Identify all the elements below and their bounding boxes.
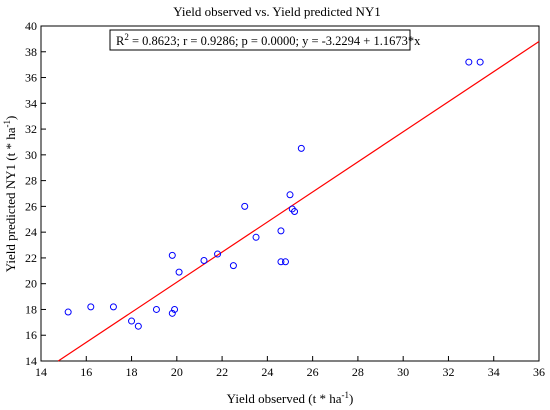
- y-tick-label: 36: [25, 71, 37, 85]
- data-point: [277, 258, 285, 266]
- x-tick-label: 28: [352, 365, 364, 379]
- y-tick-label: 20: [25, 277, 37, 291]
- y-tick-label: 40: [25, 19, 37, 33]
- data-point: [200, 257, 208, 264]
- data-point: [214, 250, 222, 258]
- y-tick-label: 18: [25, 302, 37, 316]
- data-point: [297, 144, 305, 152]
- x-tick-label: 20: [171, 365, 183, 379]
- x-tick-label: 26: [307, 365, 319, 379]
- x-tick-label: 34: [488, 365, 500, 379]
- y-axis-label-sup: -1: [2, 120, 12, 128]
- data-point: [286, 191, 294, 199]
- data-point: [476, 58, 484, 66]
- plot-area: [40, 25, 540, 362]
- data-point: [281, 258, 289, 266]
- x-tick-label: 24: [261, 365, 273, 379]
- y-tick-label: 16: [25, 328, 37, 342]
- r2-prefix: R: [116, 34, 125, 48]
- data-point: [87, 303, 95, 311]
- data-point: [168, 251, 176, 259]
- y-tick-label: 30: [25, 148, 37, 162]
- stats-annotation-text: R2 = 0.8623; r = 0.9286; p = 0.0000; y =…: [116, 32, 421, 48]
- y-axis-label: Yield predicted NY1 (t * ha-1): [2, 116, 18, 273]
- data-point: [175, 268, 183, 276]
- y-tick-label: 26: [25, 199, 37, 213]
- x-tick-label: 30: [397, 365, 409, 379]
- x-tick-label: 32: [442, 365, 454, 379]
- y-tick-label: 34: [25, 96, 37, 110]
- stats-annotation-box: [109, 29, 411, 51]
- y-tick-label: 14: [25, 354, 37, 368]
- data-point: [277, 227, 285, 235]
- x-tick-label: 14: [35, 365, 47, 379]
- data-point: [152, 305, 160, 313]
- x-axis-label-sup: -1: [341, 390, 349, 400]
- x-axis-label-end: ): [349, 391, 353, 406]
- data-point: [64, 308, 72, 316]
- data-point: [128, 317, 136, 325]
- stats-annotation: R2 = 0.8623; r = 0.9286; p = 0.0000; y =…: [109, 29, 421, 51]
- data-point: [109, 303, 117, 311]
- x-tick-label: 16: [80, 365, 92, 379]
- y-tick-label: 28: [25, 174, 37, 188]
- data-point: [291, 208, 299, 216]
- data-point: [465, 58, 473, 66]
- data-point: [241, 202, 249, 210]
- x-tick-label: 36: [533, 365, 545, 379]
- data-point: [171, 305, 179, 313]
- regression-line: [57, 41, 540, 362]
- x-tick-label: 18: [126, 365, 138, 379]
- data-points: [64, 58, 484, 330]
- y-tick-label: 32: [25, 122, 37, 136]
- x-tick-label: 22: [216, 365, 228, 379]
- x-axis-label-main: Yield observed (t * ha: [227, 391, 342, 406]
- stats-rest: = 0.8623; r = 0.9286; p = 0.0000; y = -3…: [129, 34, 421, 48]
- fit-line-layer: [57, 41, 540, 362]
- r2-superscript: 2: [124, 32, 129, 42]
- data-point: [229, 262, 237, 270]
- y-tick-label: 24: [25, 225, 37, 239]
- chart-title: Yield observed vs. Yield predicted NY1: [173, 4, 380, 19]
- data-point: [252, 233, 260, 241]
- y-axis-label-end: ): [3, 116, 18, 120]
- y-tick-label: 22: [25, 251, 37, 265]
- data-point: [168, 309, 176, 317]
- x-axis-ticks: 14 16 18 20 22 24 26 28 30 32 34 36: [35, 356, 545, 379]
- y-axis-label-main: Yield predicted NY1 (t * ha: [3, 127, 18, 272]
- data-point: [134, 322, 142, 330]
- y-axis-ticks: 14 16 18 20 22 24 26 28 30 32 34 36 38 40: [25, 19, 46, 368]
- y-tick-label: 38: [25, 45, 37, 59]
- x-axis-label: Yield observed (t * ha-1): [227, 390, 354, 406]
